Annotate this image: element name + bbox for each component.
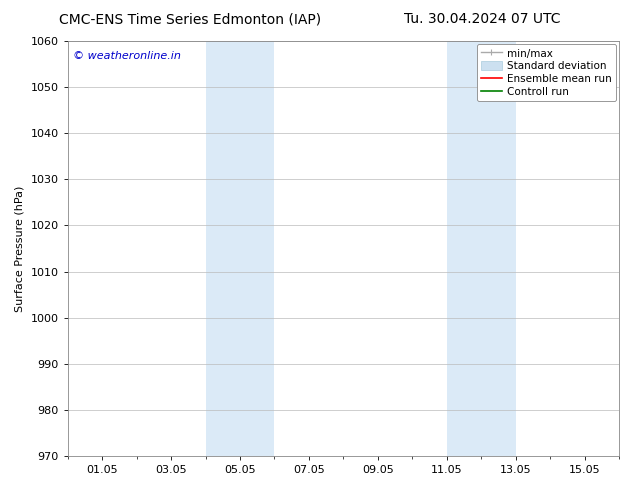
Bar — [205, 41, 275, 456]
Legend: min/max, Standard deviation, Ensemble mean run, Controll run: min/max, Standard deviation, Ensemble me… — [477, 44, 616, 101]
Y-axis label: Surface Pressure (hPa): Surface Pressure (hPa) — [15, 185, 25, 312]
Text: CMC-ENS Time Series Edmonton (IAP): CMC-ENS Time Series Edmonton (IAP) — [59, 12, 321, 26]
Text: Tu. 30.04.2024 07 UTC: Tu. 30.04.2024 07 UTC — [404, 12, 560, 26]
Bar — [447, 41, 515, 456]
Text: © weatheronline.in: © weatheronline.in — [73, 51, 181, 61]
